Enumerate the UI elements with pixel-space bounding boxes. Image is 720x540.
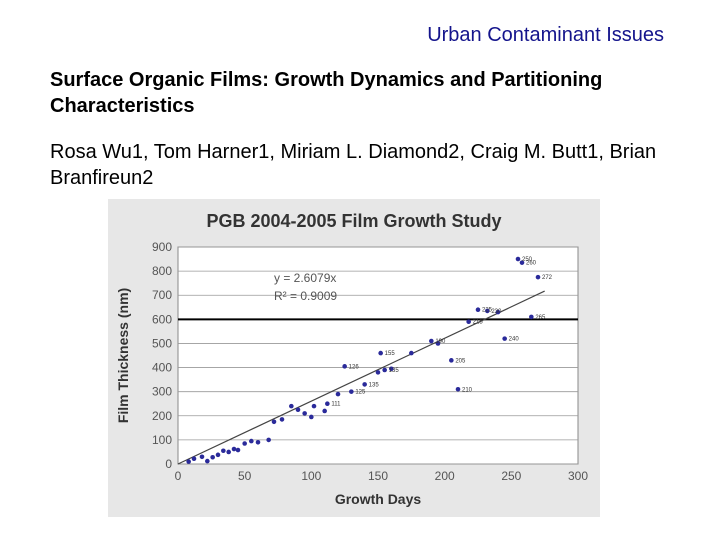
data-point [199, 454, 205, 460]
point-label: 205 [455, 358, 466, 364]
scatter-chart: PGB 2004-2005 Film Growth Study 0 50 100 15… [115, 211, 589, 507]
data-point [449, 358, 454, 363]
y-tick-label: 200 [152, 409, 172, 423]
point-label: 225 [482, 308, 493, 314]
data-point [375, 370, 381, 375]
data-point [242, 441, 247, 446]
data-point [226, 449, 231, 455]
y-tick-label: 300 [152, 385, 172, 399]
point-label: 111 [331, 402, 341, 408]
plot-area [177, 246, 579, 465]
data-point [235, 447, 241, 453]
data-point [519, 260, 525, 265]
point-label: 260 [526, 261, 537, 267]
data-point [311, 403, 317, 409]
data-point [382, 367, 387, 373]
data-point [335, 391, 341, 397]
point-label: 250 [522, 257, 533, 263]
x-tick-label: 100 [301, 469, 321, 483]
chart-figure: PGB 2004-2005 Film Growth Study 0 50 100 15… [108, 199, 600, 517]
x-axis-label: Growth Days [335, 491, 422, 507]
point-label: 135 [389, 368, 400, 374]
data-point [279, 417, 285, 422]
data-point [322, 408, 327, 414]
data-point [409, 350, 414, 356]
data-point [349, 389, 354, 394]
data-point [271, 419, 277, 425]
data-point [342, 364, 347, 369]
chart-title: PGB 2004-2005 Film Growth Study [206, 211, 501, 231]
x-tick-label: 150 [368, 469, 388, 483]
point-label: 215 [473, 320, 484, 326]
data-point [266, 437, 271, 443]
data-point [191, 456, 197, 461]
point-label: 126 [349, 364, 360, 370]
data-point [455, 386, 461, 392]
point-label: 210 [462, 387, 473, 393]
data-point [535, 274, 541, 280]
y-axis-ticks: 0 100 200 300 400 500 600 700 800 900 [152, 240, 172, 471]
data-point [429, 338, 434, 344]
data-point [495, 309, 501, 315]
data-point [255, 440, 261, 445]
x-tick-label: 200 [435, 469, 455, 483]
data-point [515, 256, 521, 262]
data-point [475, 307, 481, 312]
data-point [378, 350, 383, 356]
data-point [309, 414, 314, 420]
data-point [466, 319, 471, 325]
y-tick-label: 100 [152, 433, 172, 447]
x-tick-label: 50 [238, 469, 252, 483]
x-tick-label: 250 [501, 469, 521, 483]
author-list: Rosa Wu1, Tom Harner1, Miriam L. Diamond… [50, 141, 657, 189]
data-point [289, 403, 294, 409]
point-label: 240 [509, 337, 520, 343]
x-axis-ticks: 0 50 100 150 200 250 300 [175, 469, 589, 483]
point-label: 272 [542, 275, 553, 281]
data-point [295, 407, 301, 413]
y-tick-label: 900 [152, 240, 172, 254]
trendline [177, 290, 545, 465]
data-point [389, 366, 394, 372]
data-point [186, 459, 191, 464]
data-point [325, 401, 330, 407]
y-axis-label: Film Thickness (nm) [115, 288, 131, 423]
point-label: 135 [369, 382, 380, 388]
data-point [362, 382, 367, 387]
data-point [302, 411, 307, 416]
y-tick-label: 500 [152, 336, 172, 350]
section-header: Urban Contaminant Issues [427, 24, 664, 46]
data-point [485, 308, 490, 314]
slide-title: Surface Organic Films: Growth Dynamics a… [50, 69, 603, 117]
data-point [215, 452, 221, 458]
y-tick-label: 0 [165, 457, 172, 471]
r-squared-label: R² = 0.9009 [274, 289, 337, 303]
data-points [186, 256, 541, 464]
data-point [249, 438, 254, 444]
data-point [435, 341, 441, 346]
data-point [221, 448, 226, 454]
data-point [205, 458, 210, 464]
y-tick-label: 700 [152, 288, 172, 302]
point-label: 125 [355, 390, 366, 396]
point-label: 265 [535, 315, 546, 321]
data-point [502, 336, 507, 341]
trendline-equation: y = 2.6079x [274, 271, 336, 285]
x-tick-label: 300 [568, 469, 588, 483]
y-tick-label: 400 [152, 361, 172, 375]
y-tick-label: 800 [152, 264, 172, 278]
data-point [529, 314, 534, 320]
point-label: 190 [435, 339, 446, 345]
point-label: 155 [385, 351, 396, 357]
x-tick-label: 0 [175, 469, 182, 483]
data-point [231, 446, 237, 452]
data-point [210, 454, 215, 460]
y-tick-label: 600 [152, 312, 172, 326]
point-label: 230 [491, 309, 502, 315]
